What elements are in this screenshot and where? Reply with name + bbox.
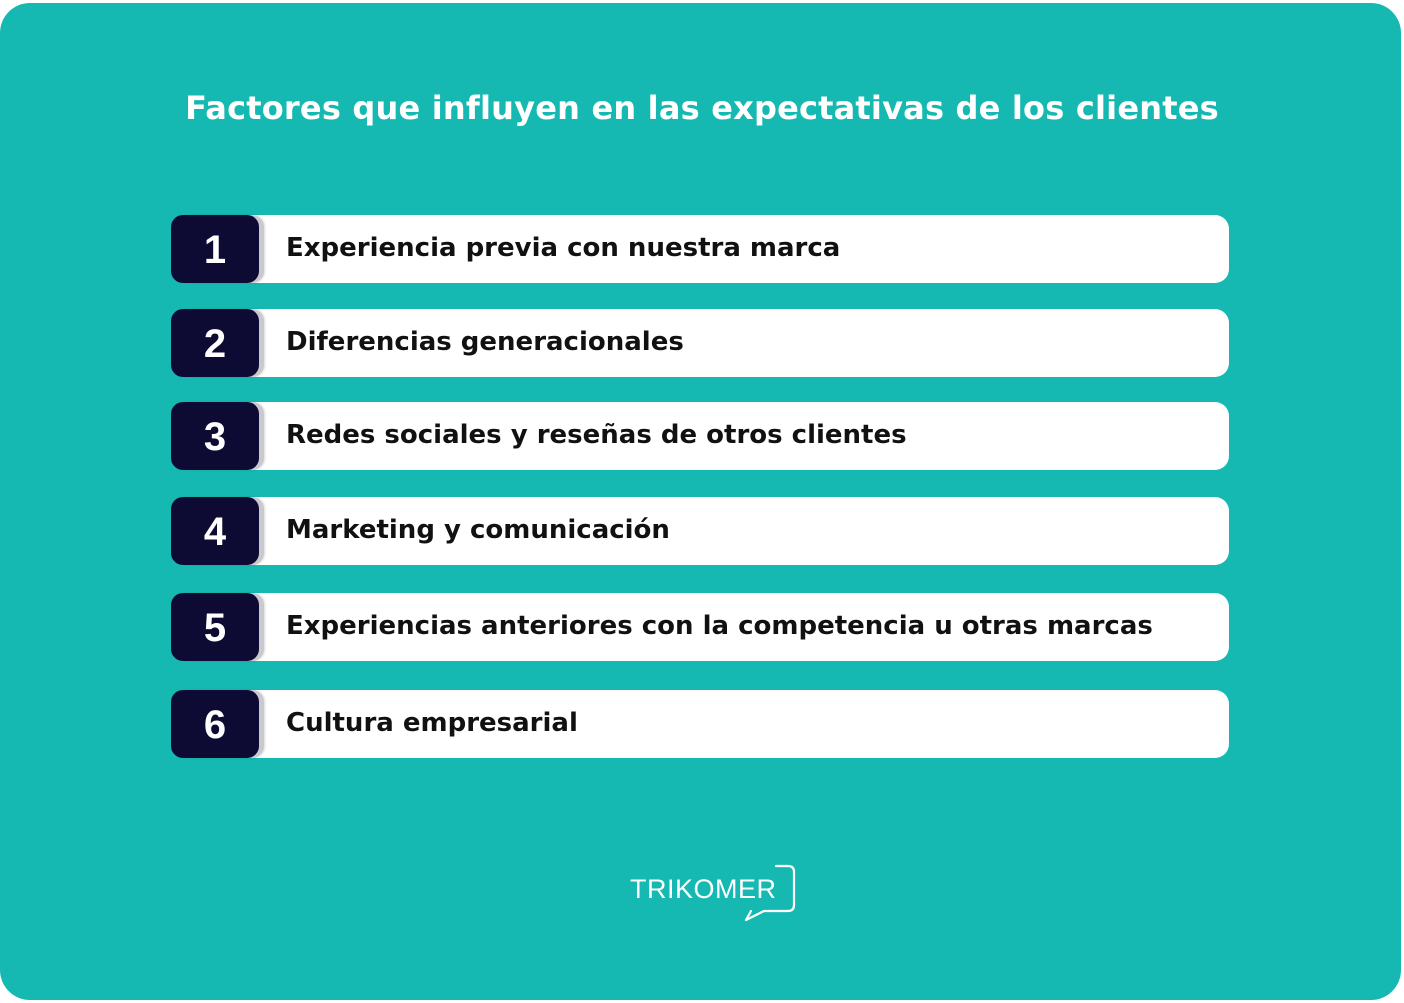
infographic-title: Factores que influyen en las expectativa… (185, 89, 1219, 127)
speech-bubble-icon (744, 864, 796, 922)
brand-logo: TRIKOMER (626, 861, 798, 923)
factor-bar (179, 402, 1229, 470)
factor-number: 3 (171, 402, 259, 470)
factor-number: 5 (171, 593, 259, 661)
factor-number: 4 (171, 497, 259, 565)
brand-name: TRIKOMER (630, 874, 777, 904)
factor-bar (179, 215, 1229, 283)
factor-label: Cultura empresarial (286, 708, 578, 738)
factor-row: 1 Experiencia previa con nuestra marca (171, 215, 1229, 283)
factor-row: 3 Redes sociales y reseñas de otros clie… (171, 402, 1229, 470)
factor-row: 6 Cultura empresarial (171, 690, 1229, 758)
factor-row: 5 Experiencias anteriores con la compete… (171, 593, 1229, 661)
factor-number: 2 (171, 309, 259, 377)
infographic-card: Factores que influyen en las expectativa… (0, 3, 1401, 1000)
factor-row: 4 Marketing y comunicación (171, 497, 1229, 565)
factor-number: 6 (171, 690, 259, 758)
factor-number: 1 (171, 215, 259, 283)
factor-bar (179, 690, 1229, 758)
factor-label: Experiencia previa con nuestra marca (286, 233, 841, 263)
factor-label: Diferencias generacionales (286, 327, 684, 357)
factor-bar (179, 309, 1229, 377)
factor-label: Experiencias anteriores con la competenc… (286, 611, 1153, 641)
factor-bar (179, 593, 1229, 661)
factor-label: Marketing y comunicación (286, 515, 670, 545)
factor-bar (179, 497, 1229, 565)
factor-label: Redes sociales y reseñas de otros client… (286, 420, 907, 450)
factor-row: 2 Diferencias generacionales (171, 309, 1229, 377)
